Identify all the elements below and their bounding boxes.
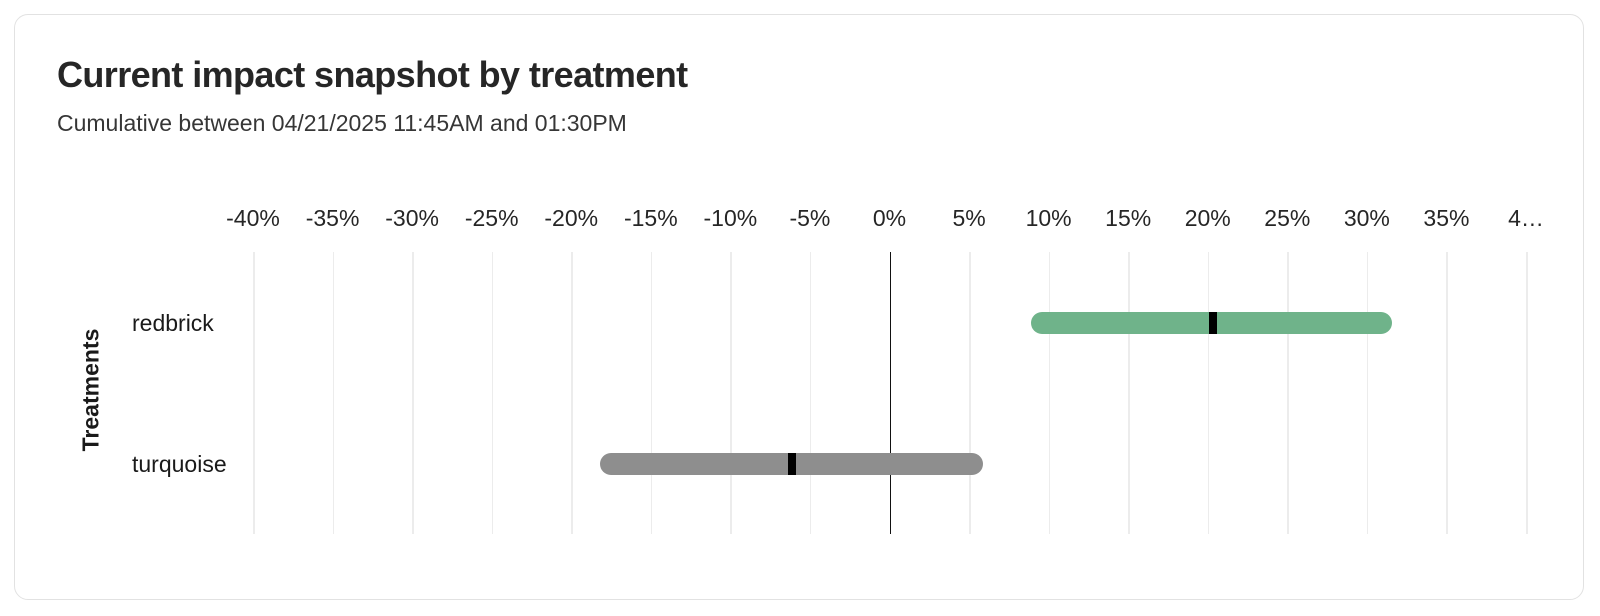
gridline xyxy=(1128,252,1130,534)
gridline xyxy=(332,252,335,534)
x-tick-label: 35% xyxy=(1423,205,1470,231)
x-tick-label: -15% xyxy=(623,205,678,231)
x-tick-label: 0% xyxy=(872,205,907,231)
x-tick-label: 30% xyxy=(1343,205,1390,231)
gridline xyxy=(1048,252,1051,534)
gridline xyxy=(1287,252,1289,534)
zero-line xyxy=(889,252,892,534)
midpoint-tick-redbrick xyxy=(1208,311,1217,334)
chart-title: Current impact snapshot by treatment xyxy=(57,54,688,95)
gridline xyxy=(1446,252,1448,534)
chart-card xyxy=(14,14,1584,600)
gridline xyxy=(491,252,494,534)
midpoint-tick-turquoise xyxy=(788,452,797,475)
x-tick-label: 15% xyxy=(1105,205,1152,231)
x-tick-label: 25% xyxy=(1264,205,1311,231)
gridline xyxy=(809,252,812,534)
gridline xyxy=(1207,252,1210,534)
gridline xyxy=(1366,252,1369,534)
chart-subtitle: Cumulative between 04/21/2025 11:45AM an… xyxy=(57,110,627,136)
x-tick-label: -5% xyxy=(789,205,831,231)
gridline xyxy=(969,252,971,534)
gridline xyxy=(412,252,414,534)
gridline xyxy=(253,252,255,534)
category-labels: redbrick turquoise xyxy=(132,252,247,534)
x-axis-tick-labels: -40% -35% -30% -25% -20% -15% -10% -5% 0% 5% 10% 15… xyxy=(226,205,1544,233)
gridline xyxy=(650,252,653,534)
category-label-redbrick: redbrick xyxy=(132,309,214,336)
x-tick-label: -20% xyxy=(544,205,599,231)
gridline xyxy=(1526,252,1528,534)
gridline xyxy=(571,252,573,534)
y-axis-title: Treatments xyxy=(77,328,104,452)
x-tick-label: 4… xyxy=(1508,205,1544,231)
category-label-turquoise: turquoise xyxy=(132,450,227,477)
x-tick-label: 5% xyxy=(952,205,986,231)
x-tick-label: 10% xyxy=(1025,205,1072,231)
plot-area xyxy=(253,252,1528,534)
x-tick-label: -10% xyxy=(703,205,758,231)
x-tick-label: -30% xyxy=(385,205,439,231)
x-tick-label: 20% xyxy=(1184,205,1231,231)
x-tick-label: -25% xyxy=(464,205,519,231)
x-tick-label: -40% xyxy=(226,205,280,231)
x-tick-label: -35% xyxy=(305,205,360,231)
gridline xyxy=(730,252,732,534)
